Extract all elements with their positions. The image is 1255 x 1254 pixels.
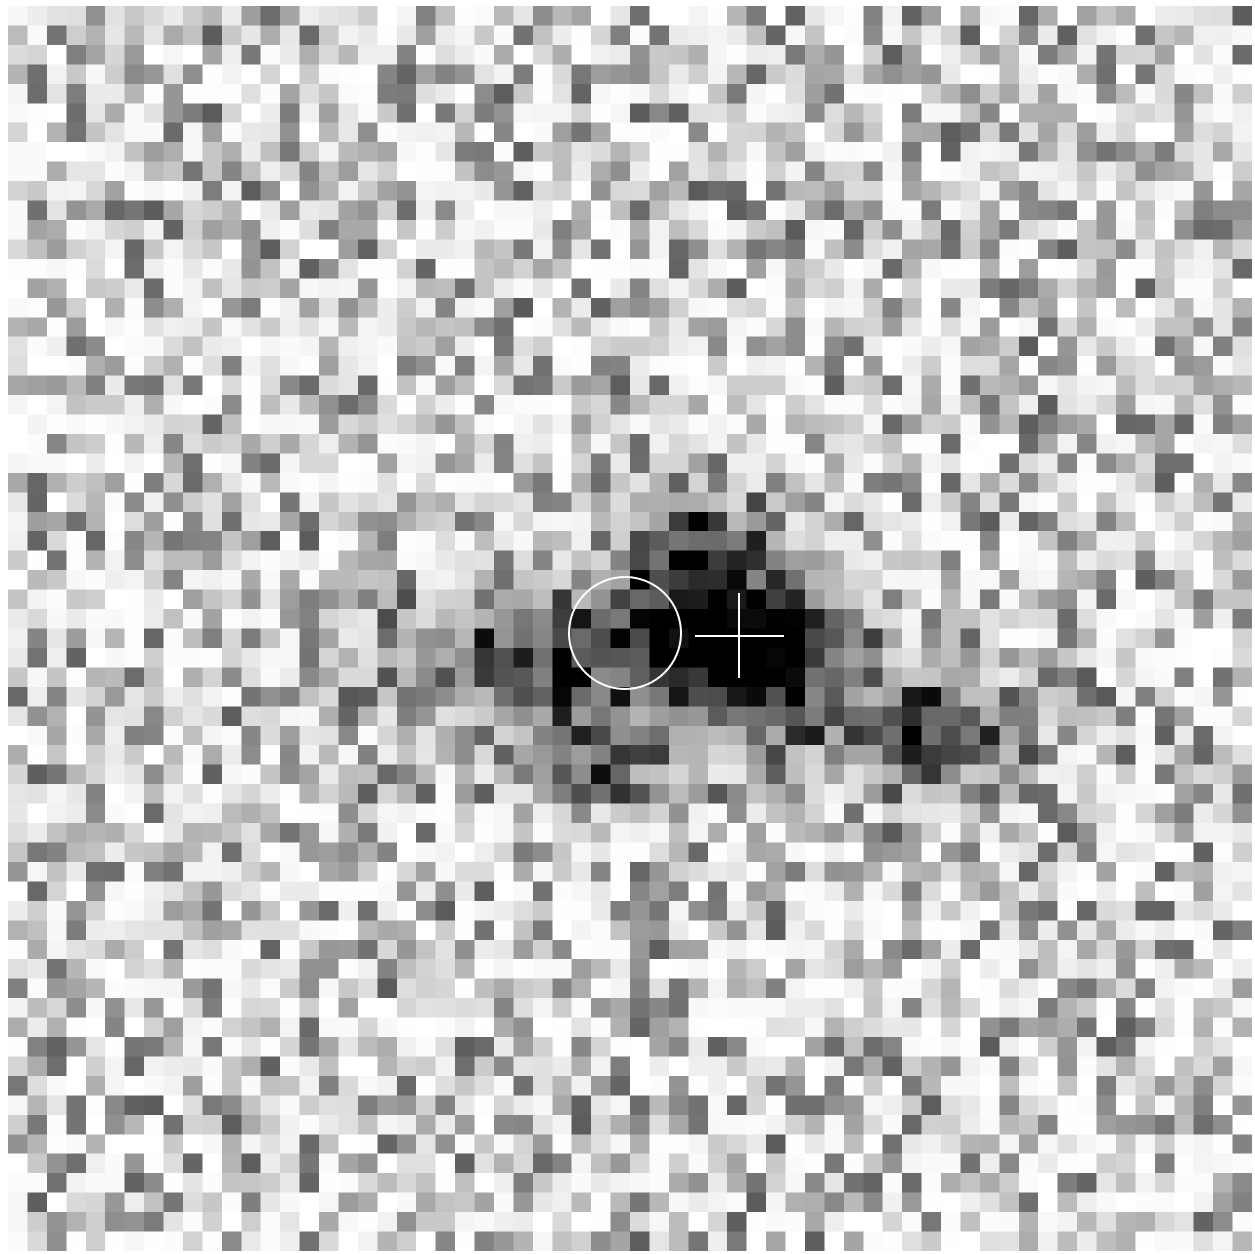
astronomical-image bbox=[8, 6, 1252, 1251]
